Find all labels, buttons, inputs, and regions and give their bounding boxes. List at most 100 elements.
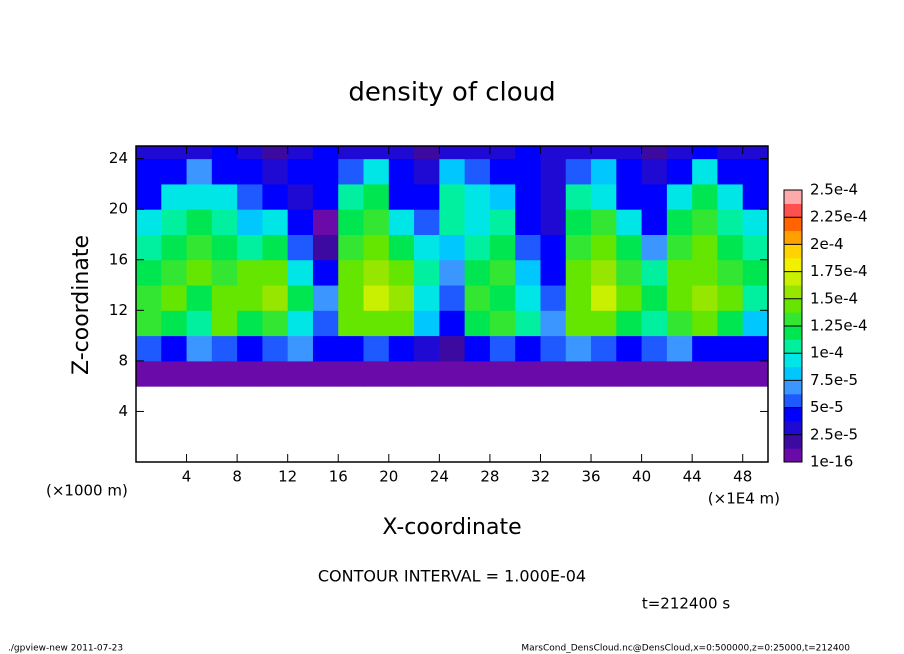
x-tick-label: 48 xyxy=(733,468,752,486)
cell xyxy=(641,158,668,185)
footer-left: ./gpview-new 2011-07-23 xyxy=(8,644,123,654)
cell xyxy=(540,335,567,362)
cell xyxy=(161,335,188,362)
cell xyxy=(136,335,162,362)
cell xyxy=(211,183,238,210)
cell xyxy=(287,360,314,387)
x-tick-label: 20 xyxy=(379,468,398,486)
cell xyxy=(161,259,188,286)
cell xyxy=(742,335,769,362)
cell xyxy=(591,209,617,235)
cell xyxy=(489,259,516,286)
cell xyxy=(464,158,491,185)
cell xyxy=(312,209,339,235)
cell xyxy=(414,158,440,185)
cell xyxy=(742,146,769,160)
cell xyxy=(515,183,541,210)
cell xyxy=(414,183,440,210)
colorbar-band xyxy=(784,285,802,300)
colorbar-band xyxy=(784,448,802,463)
cell xyxy=(161,158,188,185)
cell xyxy=(540,360,567,387)
cell xyxy=(641,183,668,210)
cell xyxy=(338,158,365,185)
cell xyxy=(641,360,668,387)
colorbar-band xyxy=(784,203,802,218)
cell xyxy=(540,310,567,337)
cell xyxy=(515,158,541,185)
cell xyxy=(464,310,491,337)
cell xyxy=(262,285,289,311)
cell xyxy=(666,259,693,286)
cell xyxy=(742,234,769,261)
footer-right: MarsCond_DensCloud.nc@DensCloud,x=0:5000… xyxy=(521,644,850,654)
cell xyxy=(616,183,643,210)
x-tick-label: 40 xyxy=(632,468,651,486)
cell xyxy=(363,158,390,185)
cell xyxy=(414,360,440,387)
cell xyxy=(489,183,516,210)
colorbar-tick-label: 1.75e-4 xyxy=(810,262,868,280)
colorbar-band xyxy=(784,434,802,449)
cell xyxy=(312,259,339,286)
cell xyxy=(287,259,314,286)
y-tick-label: 4 xyxy=(118,402,128,420)
cell xyxy=(616,285,643,311)
cell xyxy=(186,285,213,311)
cell xyxy=(565,183,592,210)
colorbar-band xyxy=(784,217,802,232)
cell xyxy=(692,335,718,362)
cell xyxy=(666,146,693,160)
cell xyxy=(363,209,390,235)
colorbar-band xyxy=(784,312,802,327)
cell xyxy=(262,259,289,286)
colorbar-band xyxy=(784,421,802,436)
cell xyxy=(565,335,592,362)
cell xyxy=(312,310,339,337)
cell xyxy=(641,285,668,311)
cell xyxy=(616,310,643,337)
cell xyxy=(237,285,263,311)
x-tick-label: 32 xyxy=(531,468,550,486)
cell xyxy=(591,234,617,261)
cell xyxy=(641,310,668,337)
cell xyxy=(136,146,162,160)
cell xyxy=(237,259,263,286)
cell xyxy=(464,335,491,362)
cell xyxy=(388,146,415,160)
y-tick-label: 12 xyxy=(109,301,128,319)
x-tick-label: 36 xyxy=(581,468,600,486)
cell xyxy=(388,310,415,337)
cell xyxy=(591,183,617,210)
y-tick-label: 8 xyxy=(118,351,128,369)
cell xyxy=(692,209,718,235)
cell xyxy=(161,234,188,261)
cell xyxy=(312,234,339,261)
cell xyxy=(540,259,567,286)
cell xyxy=(591,146,617,160)
cell xyxy=(591,335,617,362)
cell xyxy=(363,310,390,337)
colorbar-band xyxy=(784,230,802,245)
cell xyxy=(489,335,516,362)
cell xyxy=(515,335,541,362)
cell xyxy=(363,234,390,261)
cell xyxy=(237,234,263,261)
cell xyxy=(641,234,668,261)
colorbar-band xyxy=(784,326,802,340)
cell xyxy=(338,146,365,160)
cell xyxy=(414,146,440,160)
cell xyxy=(666,360,693,387)
cell xyxy=(565,209,592,235)
colorbar-tick-label: 5e-5 xyxy=(810,398,844,416)
cell xyxy=(515,234,541,261)
cell xyxy=(312,183,339,210)
cell xyxy=(338,183,365,210)
cell xyxy=(186,360,213,387)
cell xyxy=(464,360,491,387)
cell xyxy=(616,335,643,362)
cell xyxy=(414,310,440,337)
cell xyxy=(136,234,162,261)
cell xyxy=(439,146,466,160)
cell xyxy=(692,146,718,160)
